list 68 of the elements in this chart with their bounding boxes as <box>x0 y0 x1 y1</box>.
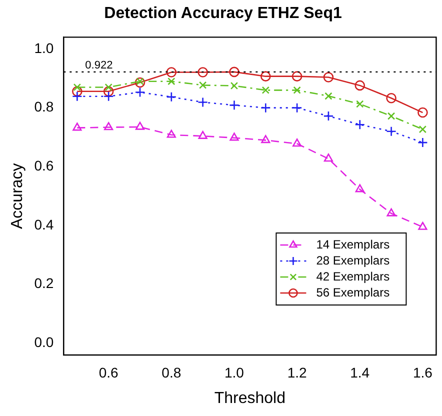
point <box>292 71 302 82</box>
point <box>229 66 240 78</box>
y-tick-label: 0.4 <box>34 216 54 232</box>
point <box>260 102 271 113</box>
point <box>324 92 332 100</box>
point <box>386 208 396 216</box>
point <box>166 92 177 102</box>
point <box>198 81 207 89</box>
x-tick-label: 1.6 <box>412 364 433 380</box>
point <box>356 100 364 108</box>
x-tick-label: 0.8 <box>162 364 182 380</box>
point <box>386 126 396 137</box>
point <box>262 86 270 94</box>
point <box>355 184 364 192</box>
x-tick-label: 1.0 <box>224 364 244 380</box>
point <box>230 82 238 90</box>
point <box>103 91 114 102</box>
point <box>72 86 82 96</box>
point <box>386 92 396 104</box>
legend-label: 42 Exemplars <box>316 269 390 284</box>
point <box>230 132 239 141</box>
y-tick-label: 0.0 <box>34 334 54 350</box>
x-axis-title: Threshold <box>214 390 286 407</box>
legend-label: 56 Exemplars <box>316 285 390 300</box>
legend-label: 28 Exemplars <box>316 253 390 268</box>
point <box>354 80 366 91</box>
point <box>134 87 146 98</box>
point <box>198 97 208 108</box>
point <box>198 130 208 139</box>
point <box>418 222 428 230</box>
point <box>136 78 144 86</box>
x-tick-label: 1.4 <box>350 364 370 380</box>
point <box>103 86 114 96</box>
point <box>418 107 428 118</box>
point <box>387 112 396 120</box>
point <box>229 100 240 110</box>
point <box>323 110 334 122</box>
point <box>104 122 114 130</box>
point <box>354 119 366 130</box>
y-tick-label: 0.6 <box>34 158 54 174</box>
point <box>166 130 176 138</box>
point <box>166 67 177 78</box>
x-tick-label: 0.6 <box>98 364 119 380</box>
point <box>104 83 112 92</box>
y-tick-label: 0.2 <box>34 275 54 292</box>
point <box>198 67 208 78</box>
point <box>418 137 428 148</box>
point <box>418 125 427 134</box>
point <box>293 86 301 94</box>
point <box>134 77 146 88</box>
point <box>135 122 145 130</box>
x-tick-label: 1.2 <box>287 364 307 380</box>
chart-title: Detection Accuracy ETHZ Seq1 <box>104 5 342 22</box>
point <box>323 72 334 82</box>
y-tick-label: 0.8 <box>34 98 54 115</box>
point <box>292 102 302 113</box>
point <box>168 78 176 86</box>
point <box>73 83 81 92</box>
point <box>72 91 82 102</box>
point <box>292 138 302 147</box>
legend-label: 14 Exemplars <box>316 237 390 252</box>
point <box>260 71 271 82</box>
point <box>72 122 82 131</box>
y-axis-title: Accuracy <box>9 163 26 229</box>
point <box>261 135 270 144</box>
y-tick-label: 1.0 <box>34 40 54 56</box>
point <box>324 154 334 162</box>
ref-line-label: 0.922 <box>85 59 113 72</box>
